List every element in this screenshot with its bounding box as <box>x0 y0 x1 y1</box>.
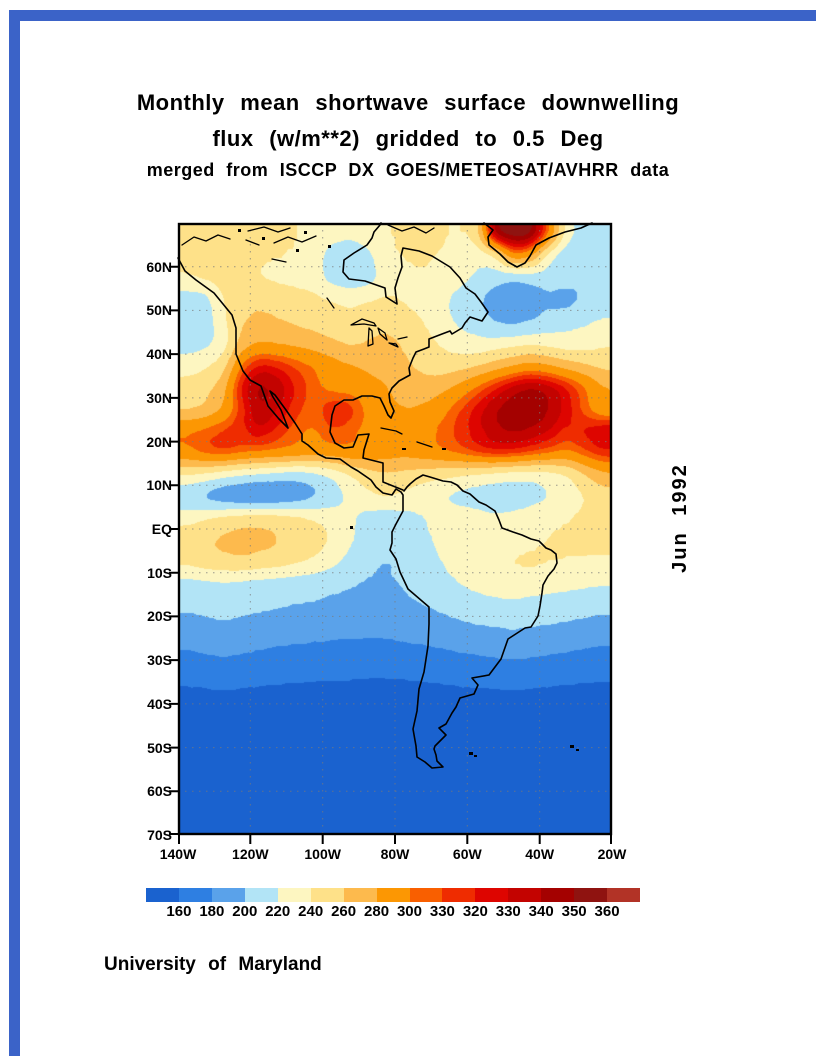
colorbar-label: 330 <box>429 903 455 920</box>
colorbar-label: 240 <box>298 903 324 920</box>
colorbar-label: 160 <box>166 903 192 920</box>
colorbar-segment <box>277 888 311 902</box>
page-border-top <box>9 10 816 21</box>
colorbar-label: 340 <box>528 903 554 920</box>
colorbar <box>146 888 641 902</box>
caribbean-islands-outline <box>380 427 433 448</box>
lat-label: 10S <box>147 564 172 581</box>
lon-label: 20W <box>597 846 627 862</box>
colorbar-label: 320 <box>462 903 488 920</box>
colorbar-segment <box>376 888 410 902</box>
coastline-west-americas <box>177 257 558 769</box>
colorbar-label: 360 <box>594 903 620 920</box>
great-lakes-outline <box>350 318 408 348</box>
lat-label: 50S <box>147 739 172 756</box>
graticule-lines <box>178 223 612 835</box>
colorbar-segment <box>146 888 179 902</box>
colorbar-segment <box>574 888 608 902</box>
lat-label: 10N <box>146 477 172 494</box>
attribution-label: University of Maryland <box>104 954 322 975</box>
date-label: Jun 1992 <box>669 463 691 573</box>
plot-title-line-2: flux (w/m**2) gridded to 0.5 Deg <box>212 126 604 151</box>
lat-label: 60S <box>147 783 172 800</box>
colorbar-label: 260 <box>331 903 357 920</box>
small-islands <box>238 229 579 757</box>
lat-label: EQ <box>151 521 172 537</box>
colorbar-segment <box>178 888 212 902</box>
colorbar-segment <box>607 888 641 902</box>
lon-label: 40W <box>525 846 555 862</box>
map-overlay <box>169 222 613 844</box>
colorbar-label: 300 <box>396 903 422 920</box>
colorbar-label: 220 <box>265 903 291 920</box>
colorbar-label: 200 <box>232 903 258 920</box>
colorbar-segment <box>541 888 575 902</box>
colorbar-label: 350 <box>561 903 587 920</box>
lon-label: 120W <box>232 846 269 862</box>
plot-title-line-3: merged from ISCCP DX GOES/METEOSAT/AVHRR… <box>146 160 670 180</box>
colorbar-segment <box>211 888 245 902</box>
lon-label: 140W <box>159 846 197 862</box>
lat-label: 70S <box>147 827 172 843</box>
lon-label: 100W <box>304 846 341 862</box>
lon-label: 80W <box>380 846 410 862</box>
coastline-east-north-america <box>329 222 489 491</box>
arctic-islands-outline <box>181 224 435 309</box>
colorbar-label: 330 <box>495 903 521 920</box>
coastline-greenland <box>483 222 593 268</box>
lat-label: 30S <box>147 652 172 669</box>
lat-label: 60N <box>146 258 172 275</box>
colorbar-segment <box>508 888 542 902</box>
page-border-left <box>9 10 20 1056</box>
colorbar-segment <box>409 888 443 902</box>
latitude-ticks <box>169 265 178 835</box>
plot-title-line-1: Monthly mean shortwave surface downwelli… <box>136 90 680 115</box>
colorbar-label: 280 <box>364 903 390 920</box>
colorbar-segment <box>442 888 476 902</box>
lat-label: 40S <box>147 695 172 712</box>
flux-map-panel <box>169 222 613 844</box>
lat-label: 20N <box>146 433 172 450</box>
longitude-ticks <box>178 835 612 844</box>
lat-label: 20S <box>147 608 172 625</box>
lat-label: 50N <box>146 302 172 319</box>
colorbar-segment <box>244 888 278 902</box>
map-frame <box>177 222 613 836</box>
lat-label: 40N <box>146 346 172 363</box>
colorbar-segment <box>475 888 509 902</box>
lat-label: 30N <box>146 389 172 406</box>
colorbar-segment <box>343 888 377 902</box>
colorbar-segment <box>310 888 344 902</box>
lon-label: 60W <box>452 846 482 862</box>
colorbar-label: 180 <box>199 903 225 920</box>
